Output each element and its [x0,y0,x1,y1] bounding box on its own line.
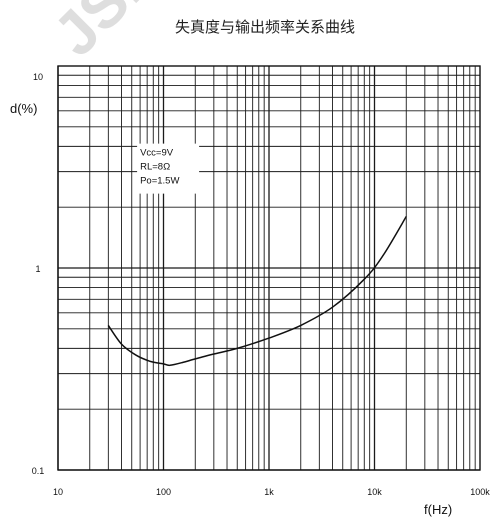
x-tick-label: 100k [470,487,490,497]
x-tick-label: 10k [367,487,382,497]
annotation-line: Po=1.5W [140,176,179,187]
x-tick-label: 10 [53,487,63,497]
series-line [107,216,407,367]
y-axis-label: d(%) [10,101,37,116]
x-axis-label: f(Hz) [424,502,452,517]
x-tick-label: 1k [264,487,274,497]
annotation-line: Vcc=9V [140,148,174,159]
chart-title: 失真度与输出频率关系曲线 [175,18,355,36]
annotation-box [137,143,200,194]
annotation-line: RL=8Ω [140,162,170,173]
y-tick-label: 1 [35,264,40,274]
y-tick-label: 10 [33,72,43,82]
grid [57,66,480,471]
y-tick-label: 0.1 [32,466,45,476]
x-tick-label: 100 [156,487,171,497]
tick-labels: 10 100 1k 10k 100k 10 1 0.1 [32,72,491,497]
plot-frame [57,65,481,471]
annotation: Vcc=9V RL=8Ω Po=1.5W [140,148,179,187]
series [107,216,407,367]
